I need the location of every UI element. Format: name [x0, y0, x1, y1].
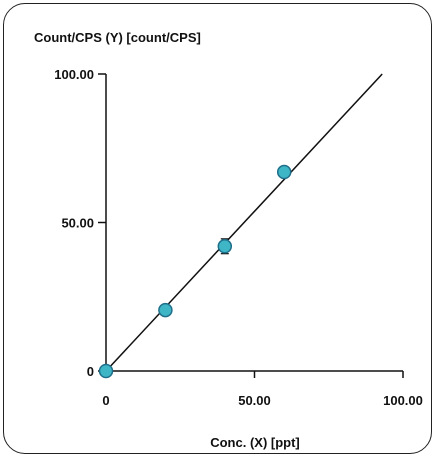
data-point — [276, 164, 292, 180]
x-tick-label: 100.00 — [383, 393, 423, 408]
data-point — [217, 239, 233, 254]
y-tick-label: 100.00 — [54, 67, 94, 82]
y-tick-label: 50.00 — [61, 216, 94, 231]
y-ticks: 0 50.00 100.00 — [54, 67, 106, 379]
x-axis-title: Conc. (X) [ppt] — [210, 435, 300, 450]
x-ticks: 0 50.00 100.00 — [102, 371, 423, 408]
data-points — [98, 164, 292, 379]
y-axis-title: Count/CPS (Y) [count/CPS] — [34, 30, 201, 45]
data-point — [158, 302, 173, 318]
fit-line — [105, 73, 383, 372]
chart-frame — [3, 3, 432, 454]
y-tick-label: 0 — [87, 364, 94, 379]
x-tick-label: 0 — [102, 393, 109, 408]
data-point — [98, 363, 114, 379]
x-tick-label: 50.00 — [238, 393, 271, 408]
